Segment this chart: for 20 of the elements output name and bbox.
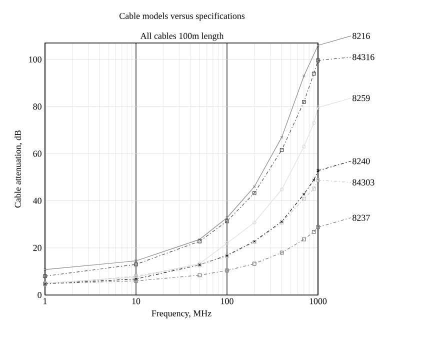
x-tick-label: 100 (221, 298, 234, 304)
y-tick-label: 80 (33, 104, 42, 110)
y-tick-label: 40 (33, 198, 42, 204)
x-tick-label: 1 (44, 298, 47, 304)
x-axis-title: Frequency, MHz (152, 310, 212, 318)
y-tick-label: 60 (33, 150, 42, 157)
x-tick-label: 1000 (310, 298, 327, 304)
legend-label: 84303 (352, 179, 374, 186)
y-tick-label: 20 (33, 244, 42, 251)
y-tick-label: 100 (29, 56, 42, 63)
legend-label: 84316 (352, 54, 374, 60)
chart-title: Cable models versus specifications (120, 12, 245, 21)
legend-label: 8259 (352, 95, 370, 102)
x-tick-label: 10 (132, 298, 140, 304)
y-axis-title: Cable attenuation, dB (14, 130, 22, 208)
legend-label: 8240 (352, 158, 370, 164)
legend-label: 8237 (352, 214, 370, 221)
legend-label: 8216 (352, 32, 370, 39)
chart-subtitle: All cables 100m length (140, 32, 224, 41)
y-tick-label: 0 (38, 292, 42, 298)
